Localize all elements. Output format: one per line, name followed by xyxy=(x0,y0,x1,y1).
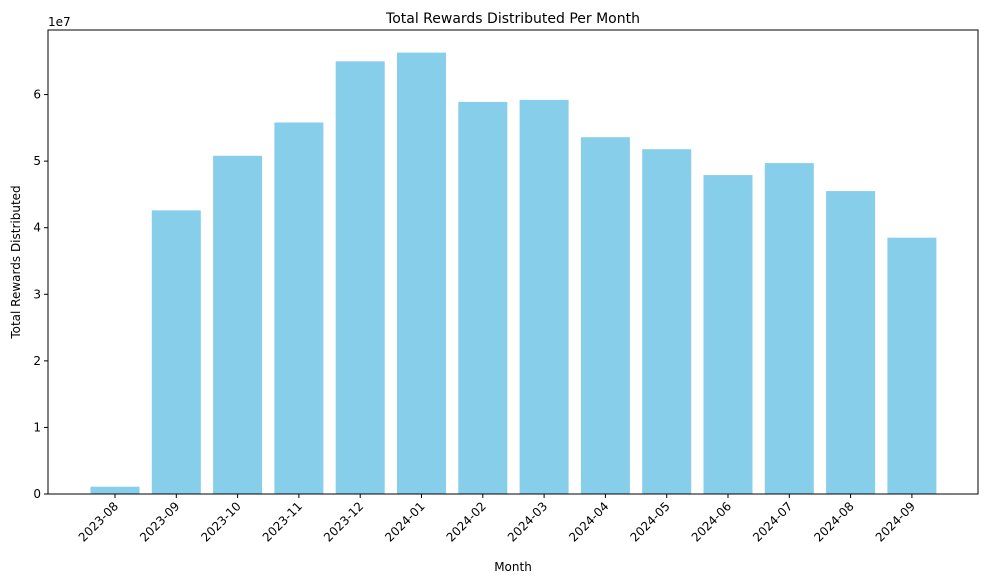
x-tick-label: 2024-04 xyxy=(566,499,611,544)
x-axis-label: Month xyxy=(494,560,532,574)
x-tick-label: 2024-06 xyxy=(689,499,734,544)
x-tick-label: 2024-05 xyxy=(627,499,672,544)
bar-2023-12 xyxy=(335,61,385,495)
bar-2024-06 xyxy=(703,175,753,494)
x-tick-label: 2023-09 xyxy=(137,499,182,544)
x-tick-label: 2023-12 xyxy=(321,499,366,544)
x-tick-label: 2024-02 xyxy=(444,499,489,544)
x-tick-label: 2023-08 xyxy=(76,499,121,544)
y-tick-label: 4 xyxy=(33,221,41,235)
bar-2023-08 xyxy=(90,486,140,494)
bar-2023-11 xyxy=(274,122,324,494)
y-tick-label: 2 xyxy=(33,354,41,368)
bar-2024-02 xyxy=(458,101,508,495)
x-axis-ticks: 2023-08 2023-09 2023-10 2023-11 2023-12 2024-… xyxy=(76,494,918,545)
x-tick-label: 2023-11 xyxy=(260,499,305,544)
bar-2024-07 xyxy=(764,163,814,494)
y-tick-label: 0 xyxy=(33,487,41,501)
x-tick-label: 2023-10 xyxy=(198,499,243,544)
y-tick-label: 5 xyxy=(33,154,41,168)
chart-title: Total Rewards Distributed Per Month xyxy=(385,11,640,27)
bar-2023-10 xyxy=(213,155,263,495)
y-axis-ticks: 0 1 2 3 4 5 6 xyxy=(33,88,48,501)
x-tick-label: 2024-07 xyxy=(750,499,795,544)
bar-2024-08 xyxy=(826,191,876,494)
y-tick-label: 6 xyxy=(33,88,41,102)
bar-2024-05 xyxy=(642,149,692,494)
bar-2023-09 xyxy=(151,210,201,494)
y-axis-label: Total Rewards Distributed xyxy=(9,185,23,339)
y-tick-label: 1 xyxy=(33,420,41,434)
x-tick-label: 2024-01 xyxy=(382,499,427,544)
x-tick-label: 2024-09 xyxy=(873,499,918,544)
y-offset-label: 1e7 xyxy=(48,15,71,29)
x-tick-label: 2024-08 xyxy=(811,499,856,544)
bars-group xyxy=(90,52,937,495)
bar-2024-04 xyxy=(580,137,630,494)
y-tick-label: 3 xyxy=(33,287,41,301)
plot-frame xyxy=(47,29,979,495)
bar-2024-03 xyxy=(519,99,569,495)
bar-2024-09 xyxy=(887,237,937,494)
x-tick-label: 2024-03 xyxy=(505,499,550,544)
bar-2024-01 xyxy=(397,52,446,494)
